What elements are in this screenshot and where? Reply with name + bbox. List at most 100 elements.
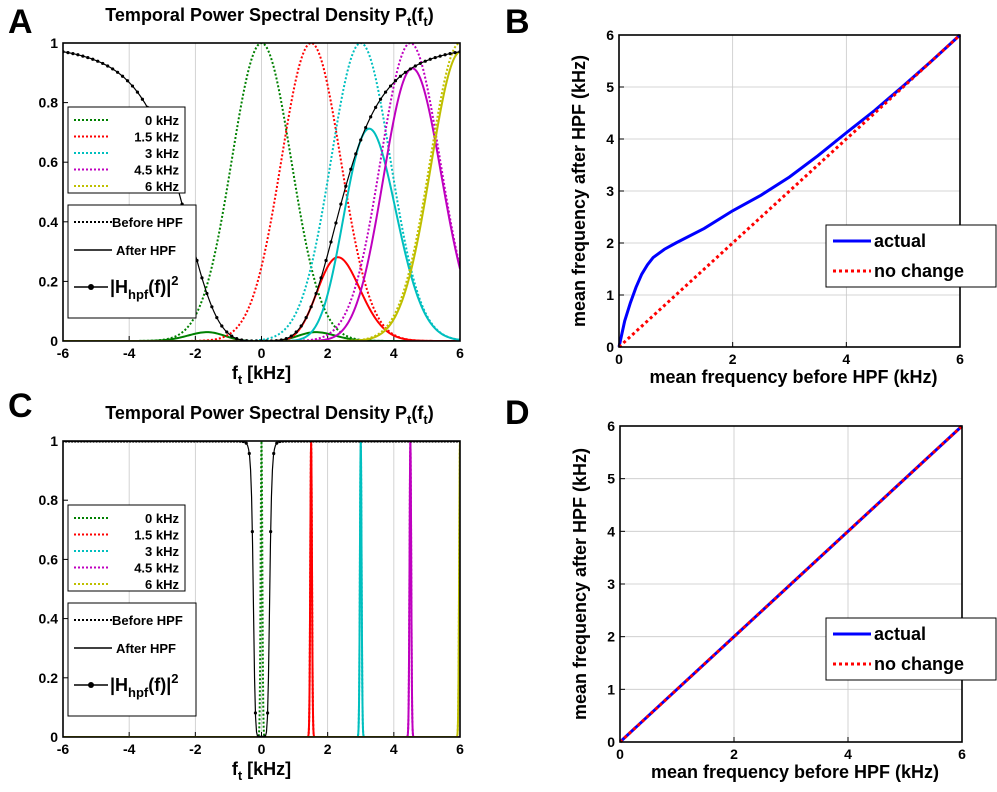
filter-response-marker [319,276,323,280]
panel-label-d: D [505,394,530,432]
x-tick-label: 0 [258,345,266,361]
legend-after-label: After HPF [116,243,176,258]
y-tick-label: 6 [607,418,615,434]
filter-response-marker [418,61,422,66]
filter-response-marker [309,305,313,309]
x-tick-label: 4 [844,746,852,762]
legend-label-0: 0 kHz [145,511,179,526]
legend-label-4: 6 kHz [145,179,179,194]
filter-response-marker [453,51,457,55]
title-sub: t [407,14,412,29]
x-tick-label: 0 [616,746,624,762]
y-tick-label: 0 [606,339,614,355]
y-tick-label: 0 [50,729,58,745]
panel-b-chart: 0 2 4 6 0 1 2 3 4 5 6 mean frequency before HPF (kH… [569,27,997,387]
y-tick-label: 0.6 [39,154,59,170]
y-tick-label: 0.2 [39,273,59,289]
x-tick-label: 6 [958,746,966,762]
filter-label-h: |H [110,277,128,297]
x-tick-label: 4 [390,345,398,361]
filter-response-marker [304,316,308,320]
x-tick-label: 2 [730,746,738,762]
filter-response-marker [266,711,270,715]
title-arg: (f [411,5,424,25]
filter-response-marker [388,84,393,88]
legend-label-3: 4.5 kHz [134,163,179,178]
y-tick-label: 0.8 [39,492,59,508]
filter-response-marker [423,59,427,63]
legend-filter-marker [88,284,94,290]
filter-response-marker [428,57,432,61]
y-tick-label: 0 [607,734,615,750]
title-main: Temporal Power Spectral Density P [105,403,407,423]
filter-response-marker [76,53,80,57]
legend-before-label: Before HPF [112,215,183,230]
filter-response-marker [253,711,257,715]
panel-label-b: B [505,3,530,41]
filter-response-marker [359,138,363,142]
filter-label-sub: hpf [128,685,149,700]
y-tick-label: 6 [606,27,614,43]
filter-response-marker [115,70,120,74]
filter-response-marker [275,441,279,445]
x-tick-label: -4 [123,741,136,757]
xlabel-main: f [232,363,239,383]
legend-frequency-box [67,504,186,592]
x-tick-label: 4 [842,351,850,367]
y-tick-label: 0.6 [39,551,59,567]
filter-response-curve [63,51,460,341]
filter-response-marker [349,167,353,171]
panel-a-chart: -6 -4 -2 0 2 4 6 0 0.2 0.4 0.6 0.8 1 Temporal Power S… [39,5,465,387]
legend-filter-label: |Hhpf(f)|2 [110,273,179,302]
axes-frame [62,42,461,342]
y-tick-label: 0.4 [39,214,59,230]
y-tick-label: 1 [606,287,614,303]
filter-response-marker [369,115,373,119]
filter-response-marker [403,70,408,74]
panel-c-chart: -6 -4 -2 0 2 4 6 0 0.2 0.4 0.6 0.8 1 Temporal Power S… [39,403,465,783]
panel-label-c: C [8,387,33,425]
y-tick-label: 4 [607,523,615,539]
series-after-hpf-3 [63,67,460,341]
y-tick-label: 3 [606,183,614,199]
filter-response-marker [96,59,100,63]
chart-title: Temporal Power Spectral Density Pt(ft) [105,403,433,427]
title-sub: t [407,412,412,427]
filter-response-marker [91,57,95,61]
filter-response-marker [374,105,378,110]
filter-response-marker [106,64,110,68]
legend-filter-marker [88,682,94,688]
legend-filter-label: |Hhpf(f)|2 [110,671,179,700]
legend-style-box [67,204,197,319]
filter-response-marker [130,84,135,88]
filter-response-marker [339,202,343,206]
filter-response-marker [284,337,288,341]
legend-label-0: 0 kHz [145,113,179,128]
filter-response-marker [81,54,85,58]
filter-label-sup: 2 [171,671,178,686]
filter-response-marker [86,55,90,60]
y-tick-label: 5 [607,471,615,487]
title-arg-sub: t [423,14,428,29]
panel-d-chart: 0 2 4 6 0 1 2 3 4 5 6 mean frequency before HPF (kH… [570,418,997,782]
legend-label-3: 4.5 kHz [134,561,179,576]
filter-response-marker [250,530,254,534]
legend-frequency-box [67,106,186,194]
title-arg-sub: t [423,412,428,427]
xlabel-main: f [232,759,239,779]
xlabel-sub: t [238,372,243,387]
filter-response-marker [220,324,224,328]
x-tick-label: -4 [123,345,136,361]
filter-response-marker [135,90,140,94]
filter-response-marker [448,52,452,56]
filter-response-marker [71,52,75,56]
y-tick-label: 3 [607,576,615,592]
filter-response-marker [433,55,437,60]
series-line-1 [617,33,962,349]
title-arg: (f [411,403,424,423]
y-tick-label: 0.8 [39,95,59,111]
filter-response-marker [364,126,368,130]
filter-response-marker [398,74,403,78]
filter-response-marker [443,53,447,57]
y-tick-label: 1 [50,35,58,51]
